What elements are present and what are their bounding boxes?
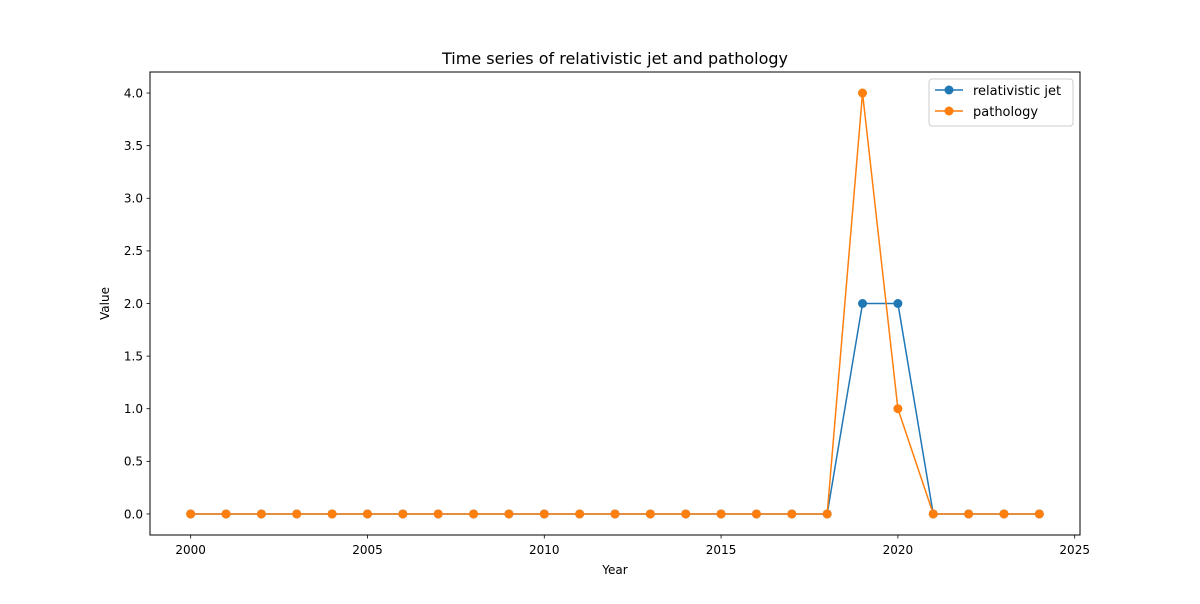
data-point-pathology	[964, 509, 974, 519]
legend-label-relativistic-jet: relativistic jet	[973, 84, 1061, 99]
legend-marker-relativistic-jet	[944, 85, 954, 95]
y-axis-ticks: 0.0 0.5 1.0 1.5 2.0 2.5 3.0 3.5 4.0	[124, 86, 150, 521]
data-point-pathology	[928, 509, 938, 519]
y-tick-label: 3.5	[124, 139, 143, 153]
data-point-pathology	[716, 509, 726, 519]
x-tick-label: 2025	[1059, 543, 1090, 557]
data-point-pathology	[186, 509, 196, 519]
data-point-pathology	[610, 509, 620, 519]
plot-series	[186, 88, 1044, 519]
data-point-pathology	[327, 509, 337, 519]
data-point-pathology	[751, 509, 761, 519]
y-tick-label: 2.5	[124, 244, 143, 258]
y-tick-label: 0.0	[124, 507, 143, 521]
data-point-pathology	[433, 509, 443, 519]
x-tick-label: 2000	[175, 543, 206, 557]
data-point-pathology	[645, 509, 655, 519]
legend: relativistic jet pathology	[928, 78, 1074, 127]
data-point-pathology	[893, 404, 903, 414]
y-axis-label: Value	[98, 287, 112, 320]
data-point-pathology	[398, 509, 408, 519]
data-point-pathology	[469, 509, 479, 519]
data-point-relativistic-jet	[893, 299, 903, 308]
y-tick-label: 1.0	[124, 402, 143, 416]
x-tick-label: 2015	[706, 543, 737, 557]
data-point-pathology	[292, 509, 302, 519]
data-point-pathology	[999, 509, 1009, 519]
plot-area-frame	[149, 71, 1081, 536]
data-point-pathology	[681, 509, 691, 519]
data-point-pathology	[221, 509, 231, 519]
data-point-pathology	[539, 509, 549, 519]
data-point-pathology	[1034, 509, 1044, 519]
chart-title: Time series of relativistic jet and path…	[441, 49, 788, 68]
data-point-pathology	[362, 509, 372, 519]
data-point-pathology	[822, 509, 832, 519]
legend-label-pathology: pathology	[973, 105, 1038, 120]
data-point-pathology	[787, 509, 797, 519]
x-axis-ticks: 2000 2005 2010 2015 2020 2025	[175, 535, 1090, 557]
data-point-pathology	[256, 509, 266, 519]
legend-frame	[928, 78, 1074, 127]
y-tick-label: 3.0	[124, 192, 143, 206]
x-tick-label: 2010	[529, 543, 560, 557]
data-point-relativistic-jet	[858, 299, 868, 308]
y-tick-label: 2.0	[124, 297, 143, 311]
y-tick-label: 0.5	[124, 455, 143, 469]
y-tick-label: 4.0	[124, 86, 143, 100]
data-point-pathology	[575, 509, 585, 519]
y-tick-label: 1.5	[124, 349, 143, 363]
x-tick-label: 2020	[883, 543, 914, 557]
x-tick-label: 2005	[352, 543, 383, 557]
data-point-pathology	[504, 509, 514, 519]
data-point-pathology	[858, 88, 868, 98]
legend-marker-pathology	[944, 106, 954, 116]
series-pathology	[186, 88, 1044, 519]
x-axis-label: Year	[601, 563, 627, 577]
